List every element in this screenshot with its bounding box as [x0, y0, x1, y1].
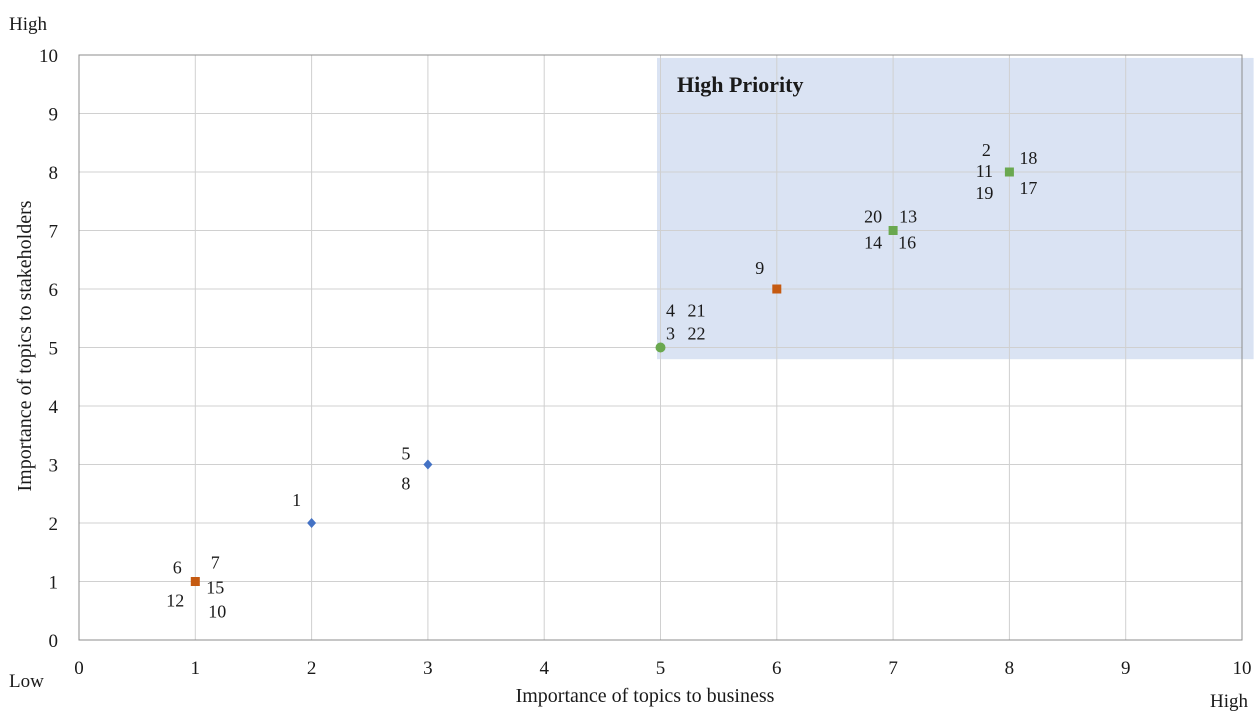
- high-priority-label: High Priority: [677, 72, 803, 97]
- data-point: [888, 226, 898, 235]
- data-point: [1004, 167, 1014, 177]
- point-label: 15: [206, 578, 224, 598]
- x-tick-label: 3: [423, 658, 433, 679]
- x-tick-label: 5: [656, 658, 666, 679]
- point-label: 12: [166, 591, 184, 611]
- x-tick-label: 4: [539, 658, 549, 679]
- point-label: 9: [755, 258, 764, 278]
- y-tick-label: 10: [39, 46, 58, 67]
- y-tick-label: 6: [49, 280, 59, 301]
- point-label: 11: [976, 161, 993, 181]
- plot-frame: [78, 54, 1243, 641]
- x-axis-title: Importance of topics to business: [516, 685, 775, 707]
- data-point: [772, 284, 782, 294]
- point-label: 16: [898, 233, 916, 253]
- y-tick-label: 3: [49, 456, 59, 477]
- x-tick-label: 9: [1121, 658, 1131, 679]
- y-tick-label: 7: [49, 222, 59, 243]
- point-label: 6: [173, 558, 182, 578]
- high-priority-region: [657, 57, 1254, 360]
- point-label: 10: [208, 602, 226, 622]
- point-label: 21: [688, 301, 706, 321]
- point-label: 1: [292, 490, 301, 510]
- x-axis-ticks: 0 1 2 3 4 5 6 7 8 9 10: [74, 658, 1251, 679]
- data-point: [307, 518, 317, 528]
- point-label: 5: [401, 444, 410, 464]
- point-label: 19: [975, 183, 993, 203]
- point-label: 18: [1019, 148, 1037, 168]
- x-tick-label: 0: [74, 658, 84, 679]
- y-tick-label: 0: [49, 631, 59, 652]
- data-points: [190, 167, 1014, 586]
- y-tick-label: 5: [49, 339, 59, 360]
- x-axis-low-label: Low: [9, 671, 44, 692]
- x-tick-label: 7: [888, 658, 898, 679]
- point-label: 4: [666, 301, 675, 321]
- point-label: 17: [1019, 178, 1037, 198]
- x-tick-label: 10: [1233, 658, 1252, 679]
- y-axis-high-label: High: [9, 14, 48, 35]
- data-point: [655, 342, 666, 353]
- x-tick-label: 2: [307, 658, 317, 679]
- point-label: 20: [864, 207, 882, 227]
- y-axis-ticks: 0 1 2 3 4 5 6 7 8 9 10: [39, 46, 59, 652]
- y-tick-label: 4: [49, 397, 59, 418]
- data-point: [190, 577, 200, 586]
- y-tick-label: 9: [49, 105, 59, 126]
- point-label: 3: [666, 324, 675, 344]
- point-label: 2: [982, 140, 991, 160]
- y-tick-label: 8: [49, 163, 59, 184]
- point-label: 13: [899, 207, 917, 227]
- point-label: 8: [401, 474, 410, 494]
- y-tick-label: 1: [49, 573, 59, 594]
- point-label: 22: [688, 324, 706, 344]
- point-label: 7: [211, 553, 220, 573]
- data-point: [423, 459, 433, 470]
- x-tick-label: 6: [772, 658, 782, 679]
- x-axis-high-label: High: [1210, 691, 1249, 711]
- y-tick-label: 2: [49, 514, 59, 535]
- point-label: 14: [864, 233, 882, 253]
- x-tick-label: 1: [191, 658, 201, 679]
- x-tick-label: 8: [1005, 658, 1015, 679]
- y-axis-title: Importance of topics to stakeholders: [14, 200, 36, 491]
